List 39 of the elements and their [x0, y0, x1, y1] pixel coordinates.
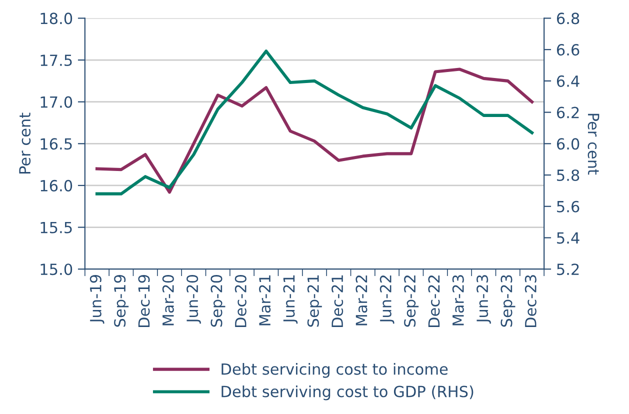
x-tick-label: Dec-19 [138, 275, 150, 327]
x-tick-label: Mar-20 [162, 274, 174, 326]
y-tick-label: 16.5 [40, 138, 72, 150]
x-tick-label: Sep-20 [210, 274, 226, 327]
x-tick-label: Dec-21 [332, 275, 344, 327]
y2-tick-label: 5.8 [557, 169, 580, 182]
y2-tick-label: 6.4 [556, 75, 580, 87]
x-tick-label: Sep-21 [307, 275, 322, 327]
x-tick-label: Jun-20 [186, 274, 201, 324]
y2-tick-label: 5.4 [557, 232, 580, 244]
y-tick-label: 15.0 [40, 264, 72, 276]
x-tick-label: Sep-22 [404, 275, 419, 327]
x-tick-label: Mar-21 [259, 275, 271, 326]
x-tick-label: Mar-22 [356, 275, 368, 326]
y-tick-label: 17.5 [40, 54, 72, 66]
y-tick-label: 18.0 [40, 12, 72, 24]
y-tick-label: 17.0 [40, 96, 72, 108]
x-tick-label: Jun-19 [90, 275, 104, 324]
y-tick-label: 16.0 [40, 180, 72, 192]
y2-tick-label: 6.8 [556, 12, 580, 24]
x-tick-label: Jun-23 [476, 275, 491, 324]
y2-tick-label: 6.2 [556, 106, 579, 118]
x-tick-label: Mar-23 [452, 275, 464, 326]
x-tick-label: Sep-23 [500, 275, 516, 327]
y2-tick-label: 5.2 [557, 264, 579, 276]
x-tick-label: Dec-20 [234, 274, 246, 327]
x-tick-label: Jun-21 [283, 275, 298, 324]
y-axis-title: Per cent [19, 112, 31, 174]
y2-tick-label: 6.6 [556, 44, 580, 56]
x-tick-label: Dec-22 [428, 275, 440, 327]
x-tick-label: Sep-19 [114, 275, 129, 327]
y2-axis-title: Per cent [588, 114, 600, 175]
legend-label: Debt serviving cost to GDP (RHS) [222, 385, 474, 400]
legend-label: Debt servicing cost to income [222, 363, 448, 378]
x-tick-label: Jun-22 [380, 275, 394, 324]
x-tick-label: Dec-23 [524, 275, 536, 327]
y2-tick-label: 5.6 [557, 200, 580, 212]
y-tick-label: 15.5 [40, 222, 72, 234]
y2-tick-label: 6.0 [556, 138, 580, 150]
